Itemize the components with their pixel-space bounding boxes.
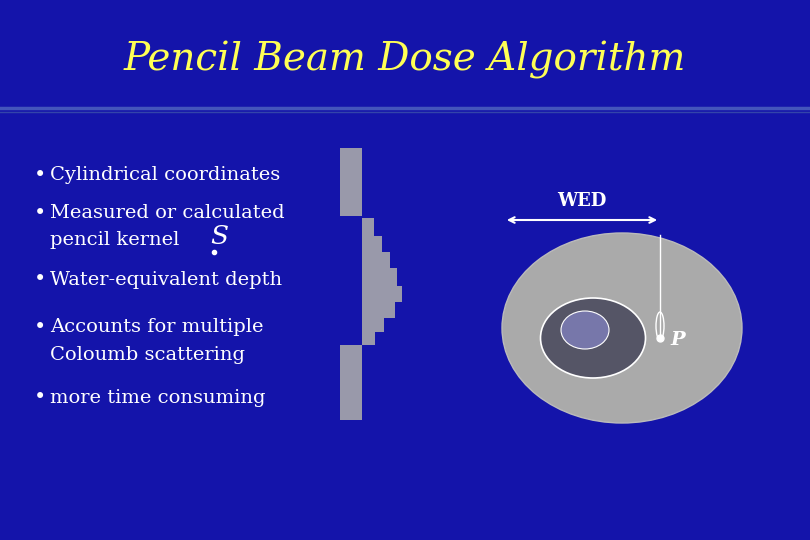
Ellipse shape xyxy=(540,298,646,378)
Bar xyxy=(362,318,384,332)
Text: Measured or calculated: Measured or calculated xyxy=(50,204,284,222)
Ellipse shape xyxy=(561,311,609,349)
Bar xyxy=(362,332,375,345)
Text: Pencil Beam Dose Algorithm: Pencil Beam Dose Algorithm xyxy=(124,41,686,79)
Text: WED: WED xyxy=(557,192,607,210)
Text: •: • xyxy=(34,271,46,289)
Bar xyxy=(362,218,374,236)
Bar xyxy=(362,252,390,268)
Text: S: S xyxy=(210,225,228,249)
Text: •: • xyxy=(34,318,46,336)
Bar xyxy=(362,236,382,252)
Text: •: • xyxy=(34,165,46,185)
Ellipse shape xyxy=(502,233,742,423)
Text: Coloumb scattering: Coloumb scattering xyxy=(50,346,245,364)
Bar xyxy=(362,302,395,318)
Bar xyxy=(362,286,402,302)
Bar xyxy=(362,268,397,286)
Bar xyxy=(340,345,362,420)
Text: P: P xyxy=(670,331,684,349)
Text: more time consuming: more time consuming xyxy=(50,389,266,407)
Text: •: • xyxy=(34,204,46,222)
Text: Accounts for multiple: Accounts for multiple xyxy=(50,318,263,336)
Text: •: • xyxy=(34,388,46,408)
Text: pencil kernel: pencil kernel xyxy=(50,231,179,249)
Text: Water-equivalent depth: Water-equivalent depth xyxy=(50,271,282,289)
Text: Cylindrical coordinates: Cylindrical coordinates xyxy=(50,166,280,184)
Bar xyxy=(340,148,362,216)
